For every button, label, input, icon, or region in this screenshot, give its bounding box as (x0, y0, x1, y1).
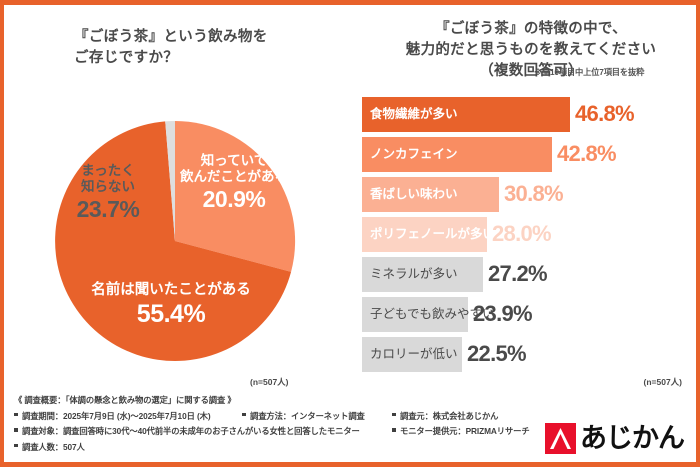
bar-label: ミネラルが多い (370, 266, 458, 281)
bar-fill: ミネラルが多い (362, 256, 483, 292)
bar-fill: ポリフェノールが多い (362, 216, 495, 252)
pie-slice-known-and-tried (175, 120, 296, 272)
left-panel: 『ごぼう茶』という飲み物を ご存じですか？ まったく 知らない 23.7% 知っ… (4, 5, 352, 397)
bar-label: 子どもでも飲みやすい (370, 306, 495, 321)
pie-slice-not-known (165, 120, 175, 241)
right-title-line2: 魅力的だと思うものを教えてください (405, 42, 657, 59)
pie-label-known-and-tried-value: 20.9% (202, 186, 266, 213)
pie-label-not-known-line1: まったく (81, 163, 135, 178)
pie-label-not-known-value: 23.7% (76, 196, 140, 223)
bar-label: 食物繊維が多い (370, 106, 458, 121)
bar-row: 食物繊維が多い 46.8% (362, 95, 692, 133)
survey-footer: 《 調査概要：「体調の懸念と飲み物の選定」に関する調査 》 調査期間：2025年… (4, 388, 696, 462)
bar-fill: 香ばしい味わい (362, 176, 499, 212)
pie-label-known-and-tried: 知っていて 飲んだことがある 20.9% (164, 153, 304, 212)
bar-row: ミネラルが多い 27.2% (362, 255, 692, 293)
right-panel-title: 『ごぼう茶』の特徴の中で、 魅力的だと思うものを教えてください （複数回答可） (364, 19, 698, 82)
bar-row: ポリフェノールが多い 28.0% (362, 215, 692, 253)
bar-fill: 子どもでも飲みやすい (362, 296, 495, 332)
bar-row: カロリーが低い 22.5% (362, 335, 692, 373)
right-title-line1: 『ごぼう茶』の特徴の中で、 (435, 21, 627, 37)
pie-label-not-known: まったく 知らない 23.7% (60, 163, 156, 222)
pie-label-heard-of-name: 名前は聞いたことがある 55.4% (56, 282, 286, 328)
survey-row: 調査人数：507人 (14, 441, 686, 453)
left-title-line1: 『ごぼう茶』という飲み物を (74, 29, 268, 45)
survey-monitor-provider: モニター提供元：PRIZMAリサーチ (392, 425, 530, 437)
right-panel: 『ごぼう茶』の特徴の中で、 魅力的だと思うものを教えてください （複数回答可） … (352, 5, 696, 397)
bar-label: 香ばしい味わい (370, 186, 458, 201)
bar-row: ノンカフェイン 42.8% (362, 135, 692, 173)
survey-target: 調査対象：調査回答時に30代〜40代前半の未成年のお子さんがいる女性と回答したモ… (14, 425, 392, 437)
pie-chart-svg (55, 120, 296, 361)
bar-row: 香ばしい味わい 30.8% (362, 175, 692, 213)
bar-fill: 食物繊維が多い (362, 96, 570, 132)
bar-fill: ノンカフェイン (362, 136, 552, 172)
bar-value: 42.8% (557, 141, 617, 166)
bar-value: 27.2% (488, 261, 548, 286)
bar-label: ポリフェノールが多い (370, 226, 496, 241)
right-sample-size: (n=507人) (643, 377, 683, 387)
pie-label-heard-of-name-value: 55.4% (136, 299, 206, 328)
survey-source: 調査元：株式会社あじかん (392, 410, 498, 422)
survey-row: 調査期間：2025年7月9日 (水)〜2025年7月10日 (木) 調査方法：イ… (14, 410, 686, 422)
right-panel-subnote: ※全10項目中上位7項目を抜粋 (534, 67, 645, 77)
company-logo-text: あじかん (580, 423, 685, 454)
bar-row: 子どもでも飲みやすい 23.9% (362, 295, 692, 333)
pie-chart (51, 117, 299, 365)
bar-value: 23.9% (473, 301, 533, 326)
survey-row: 調査対象：調査回答時に30代〜40代前半の未成年のお子さんがいる女性と回答したモ… (14, 425, 686, 437)
pie-label-not-known-line2: 知らない (81, 178, 135, 194)
company-logo: あじかん (545, 423, 685, 454)
bar-value: 28.0% (492, 221, 552, 246)
survey-heading: 《 調査概要：「体調の懸念と飲み物の選定」に関する調査 》 (14, 395, 236, 405)
pie-slice-heard-of-name (55, 121, 292, 361)
left-sample-size: (n=507人) (250, 377, 289, 387)
survey-method: 調査方法：インターネット調査 (242, 410, 392, 422)
mountain-triangle-icon (545, 423, 576, 454)
bar-value: 30.8% (504, 181, 564, 206)
left-panel-title: 『ごぼう茶』という飲み物を ご存じですか？ (74, 27, 268, 69)
left-title-line2: ご存じですか？ (74, 50, 179, 67)
survey-period: 調査期間：2025年7月9日 (水)〜2025年7月10日 (木) (14, 410, 242, 422)
survey-respondent-count: 調査人数：507人 (14, 441, 85, 453)
bar-label: ノンカフェイン (370, 146, 458, 161)
bar-label: カロリーが低い (370, 346, 458, 361)
pie-label-known-and-tried-line2: 飲んだことがある (180, 168, 288, 184)
bar-value: 22.5% (467, 341, 527, 366)
pie-label-heard-of-name-text: 名前は聞いたことがある (91, 282, 251, 298)
bar-fill: カロリーが低い (362, 336, 462, 372)
bar-value: 46.8% (575, 101, 635, 126)
pie-label-known-and-tried-line1: 知っていて (200, 153, 268, 168)
right-title-line3: （複数回答可） (479, 63, 583, 80)
bar-chart: 食物繊維が多い 46.8% ノンカフェイン 42.8% 香ばしい味わい 30.8… (362, 95, 692, 375)
